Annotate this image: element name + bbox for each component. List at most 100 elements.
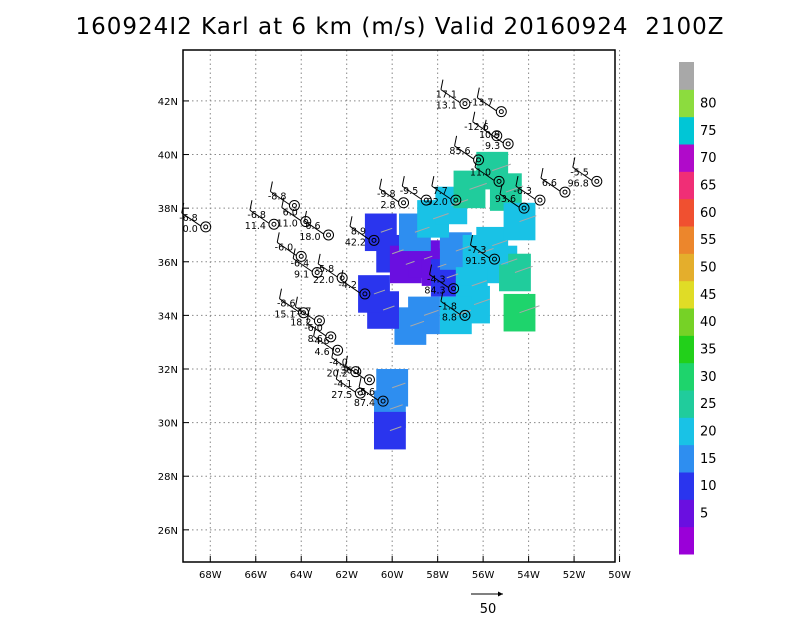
station-label: -6.8	[179, 213, 198, 224]
lon-tick-label: 68W	[199, 570, 222, 581]
wind-barb-flag	[292, 248, 296, 259]
station-ring	[420, 194, 432, 206]
station-label: -1.8	[438, 301, 457, 312]
wind-barb-flag	[440, 291, 444, 302]
wind-barb-flag	[281, 197, 285, 208]
station-label: 36.1	[340, 366, 361, 377]
wind-barb-shaft	[279, 298, 299, 313]
wind-vector	[473, 298, 491, 306]
station-label: 15.1	[274, 310, 295, 321]
station-label: 8.6	[308, 334, 323, 345]
station-dot	[494, 133, 500, 139]
station-dot	[423, 197, 429, 203]
station-label: 11.0	[470, 167, 491, 178]
colorbar-label: 60	[700, 206, 717, 221]
wind-barb-flag	[279, 288, 282, 299]
station-ring	[359, 288, 371, 300]
colorbar-label: 45	[700, 288, 717, 303]
station: -4.384.3	[424, 264, 460, 297]
station-dot	[594, 178, 600, 184]
station-label: -5.8	[316, 264, 335, 275]
station-label: -4.6	[311, 336, 330, 347]
station-label: 27.5	[331, 390, 352, 401]
station-label: 13.1	[436, 101, 457, 112]
lat-tick-label: 38N	[158, 204, 178, 215]
station: 36.1	[340, 355, 375, 386]
wind-vector	[505, 185, 524, 193]
wind-vector	[469, 182, 487, 190]
station: -6.3	[513, 176, 546, 206]
station-ring	[493, 175, 505, 187]
station: -5.596.8	[568, 157, 603, 189]
station-dot	[366, 377, 372, 383]
station-dot	[462, 101, 468, 107]
station-label: -9.5	[400, 186, 419, 197]
station-dot	[462, 312, 468, 318]
station: -6.08.6	[304, 312, 337, 345]
station-label: 85.6	[449, 146, 470, 157]
station-ring	[473, 154, 485, 166]
colorbar-label: 55	[700, 233, 717, 248]
wind-barb-shaft	[313, 335, 333, 350]
wind-vector	[471, 280, 487, 287]
wind-barb-shaft	[499, 193, 520, 208]
station-label: -8.6	[277, 299, 296, 310]
station-label: 2.8	[380, 200, 395, 211]
station-dot	[328, 334, 334, 340]
station-label: 18.0	[299, 232, 320, 243]
colorbar-label: 30	[700, 370, 717, 385]
station-label: -4.3	[427, 275, 446, 286]
station-ring	[559, 186, 571, 198]
station-label: 9.1	[294, 269, 309, 280]
colorbar-block	[679, 526, 694, 555]
station-ring	[491, 130, 503, 142]
station-label: 18.2	[290, 318, 311, 329]
station-label: 17.1	[436, 90, 457, 101]
map-frame	[182, 49, 616, 563]
axis-ticks: 68W 66W 64W 62W 60W 58W 56W 54W 52W 50W 26N 28N 30N 3…	[158, 97, 631, 581]
station: 6.6	[540, 167, 571, 198]
station: -9.82.8	[377, 178, 410, 211]
wind-barb-shaft	[379, 188, 399, 203]
station-label: -6.3	[513, 186, 532, 197]
wind-vector	[446, 273, 459, 279]
station-label: 4.6	[315, 347, 330, 358]
station: 17.113.1	[436, 79, 471, 112]
colorbar-block	[679, 308, 694, 336]
colorbar-labels: 5 10 15 20 25 30 35 40 45 50 55 60 65 70 75 80	[700, 97, 717, 522]
colorbar-block	[679, 390, 694, 418]
station: -1.88.8	[438, 291, 471, 323]
station-ring	[350, 366, 362, 378]
lon-tick-label: 56W	[472, 570, 495, 581]
wind-barb-shaft	[331, 357, 352, 372]
wind-barb-shaft	[515, 185, 536, 200]
station-label: -13.7	[469, 98, 494, 109]
wind-barb-flag	[499, 184, 503, 195]
station-label: -3.7	[293, 307, 312, 318]
wind-barb-shaft	[249, 209, 270, 224]
lat-tick-label: 42N	[158, 97, 178, 108]
station-label: -6.0	[304, 323, 323, 334]
colorbar-label: 10	[700, 479, 717, 494]
wind-vector	[432, 213, 449, 220]
wind-barb-shaft	[270, 191, 290, 205]
station-dot	[271, 221, 277, 227]
station: -4.64.6	[311, 326, 344, 358]
station-label: 7.7	[433, 186, 448, 197]
station-ring	[313, 315, 325, 327]
station-label: 6.6	[305, 221, 320, 232]
station-dot	[491, 256, 497, 262]
colorbar-block	[679, 171, 694, 200]
station-label: 93.6	[495, 194, 516, 205]
lat-tick-label: 34N	[158, 311, 178, 322]
station-dot	[521, 205, 527, 211]
station-label: -8.8	[268, 191, 287, 202]
wind-barb-shaft	[281, 207, 302, 221]
station-ring	[459, 309, 471, 321]
wind-barb-flag	[276, 232, 280, 243]
wind-vector	[501, 258, 518, 265]
station: -8.615.1	[274, 288, 310, 321]
station-dot	[451, 286, 457, 292]
